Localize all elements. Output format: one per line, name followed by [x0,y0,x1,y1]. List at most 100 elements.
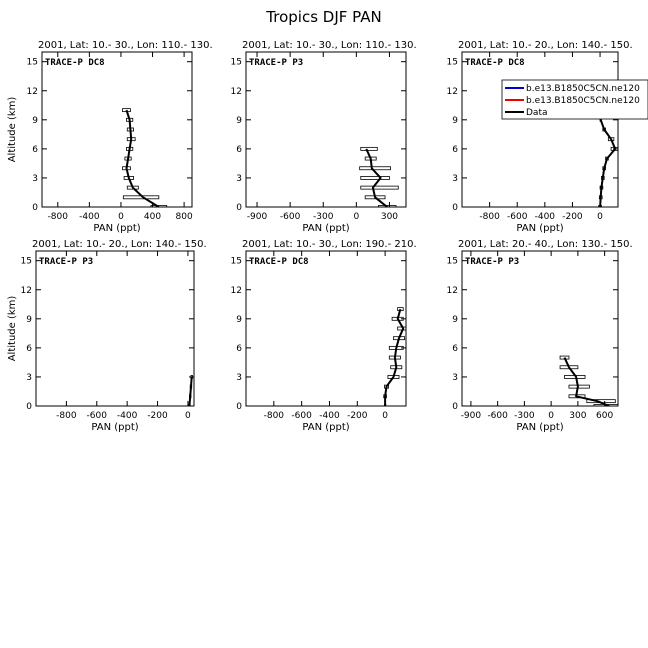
panel-3: 2001, Lat: 10.- 20., Lon: 140.- 150. TRAC… [447,40,633,234]
y-tick-label: 6 [26,344,32,354]
plot-frame [245,250,407,407]
error-bar [598,205,602,207]
x-tick-label: -200 [147,411,168,421]
error-bar [126,117,134,122]
x-tick-label: -200 [347,411,368,421]
panel-5: 2001, Lat: 10.- 30., Lon: 190.- 210. TRAC… [231,239,417,433]
error-bar [378,205,397,207]
data-profile-line [563,357,610,406]
panel-4: 2001, Lat: 10.- 20., Lon: 140.- 150. TRAC… [7,239,207,433]
y-tick-label: 15 [27,58,38,68]
y-tick-label: 15 [447,58,458,68]
legend-label: b.e13.B1850C5CN.ne120 [526,96,640,106]
error-bar [360,176,390,180]
error-bar [397,326,406,331]
panel-1: 2001, Lat: 10.- 30., Lon: 110.- 130. TRAC… [7,40,213,234]
data-profile-line [125,109,160,207]
x-tick-label: -400 [535,212,556,222]
error-bar [390,365,403,370]
error-bar [397,307,404,312]
x-tick-label: -200 [562,212,583,222]
y-tick-label: 0 [452,203,458,213]
x-tick-label: -800 [48,212,69,222]
error-bar [122,195,160,200]
error-bar [598,195,603,200]
error-bar [599,185,604,190]
error-bar [383,394,387,399]
error-bar [122,108,131,113]
error-bar [126,137,136,142]
x-tick-label: 400 [144,212,161,222]
legend: b.e13.B1850C5CN.ne120 b.e13.B1850C5CN.ne1… [501,79,648,120]
figure-title: Tropics DJF PAN [265,8,381,26]
x-axis-label: PAN (ppt) [93,223,140,234]
error-bar [610,146,618,151]
error-bar [188,404,191,406]
y-tick-label: 3 [32,174,38,184]
data-series [122,108,168,207]
y-tick-label: 15 [447,257,458,267]
error-bar [593,404,618,406]
plot-frame [461,250,619,407]
error-bar [559,355,570,360]
panels: 2001, Lat: 10.- 30., Lon: 110.- 130. TRAC… [7,40,648,433]
plot-frame [461,51,619,208]
x-axis-label: PAN (ppt) [302,422,349,433]
x-tick-label: -800 [479,212,500,222]
error-bar [605,156,609,161]
error-bar [388,345,404,350]
data-series [559,355,618,406]
data-profile-line [365,148,388,207]
y-tick-label: 9 [32,116,38,126]
x-tick-label: 0 [185,411,191,421]
error-bar [384,384,390,389]
error-bar [126,185,139,190]
panel-title: 2001, Lat: 10.- 30., Lon: 110.- 130. [38,40,213,51]
x-axis-label: PAN (ppt) [302,223,349,234]
x-tick-label: -800 [56,411,77,421]
error-bar [189,384,193,389]
x-tick-label: -600 [487,411,508,421]
error-bar [387,375,400,379]
y-tick-label: 0 [236,402,242,412]
y-tick-label: 6 [452,344,458,354]
x-tick-label: 800 [176,212,193,222]
error-bar [607,137,615,142]
x-tick-label: -900 [461,411,482,421]
data-series [188,375,193,406]
x-tick-label: -400 [117,411,138,421]
error-bar [568,384,590,389]
panel-6: 2001, Lat: 20.- 40., Lon: 130.- 150. TRAC… [447,239,633,433]
y-tick-label: 9 [452,315,458,325]
y-tick-label: 15 [231,58,242,68]
x-axis-label: PAN (ppt) [516,422,563,433]
error-bar [359,166,391,171]
instrument-label: TRACE-P DC8 [465,58,525,68]
data-series [598,108,618,207]
error-bar [190,375,193,379]
error-bar [568,394,586,399]
y-tick-label: 3 [236,174,242,184]
y-tick-label: 12 [231,286,242,296]
y-axis-label: Altitude (km) [7,97,18,163]
x-tick-label: -300 [514,411,535,421]
error-bar [393,336,406,341]
data-profile-line [188,376,193,406]
error-bar [602,166,606,171]
error-bar [601,176,605,180]
error-bar [126,127,134,132]
instrument-label: TRACE-P P3 [465,257,519,267]
x-tick-label: 0 [597,212,603,222]
y-tick-label: 12 [447,286,458,296]
error-bar [384,404,387,406]
y-tick-label: 9 [236,116,242,126]
legend-label: Data [526,108,548,118]
data-series [383,307,406,406]
x-tick-label: -400 [79,212,100,222]
y-tick-label: 0 [26,402,32,412]
y-tick-label: 12 [447,87,458,97]
error-bar [388,355,401,360]
x-tick-label: -600 [280,212,301,222]
data-series [359,146,399,207]
